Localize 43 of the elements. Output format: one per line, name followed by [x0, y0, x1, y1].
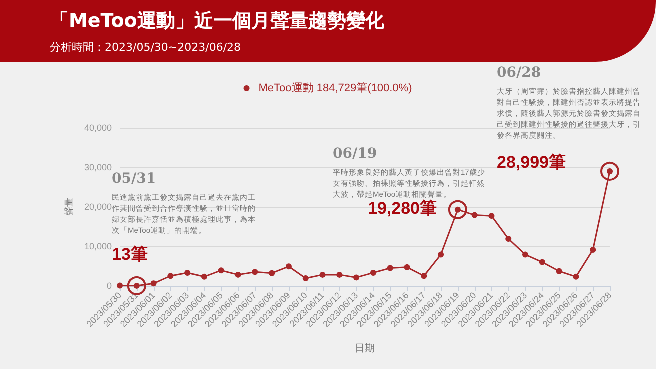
- point: [421, 273, 428, 280]
- point: [302, 275, 309, 282]
- point: [117, 282, 123, 289]
- text: 06/28: [497, 65, 542, 81]
- point: [184, 270, 191, 276]
- point: [320, 272, 326, 278]
- point: [150, 280, 157, 287]
- point: [168, 273, 174, 280]
- point: [387, 265, 394, 272]
- x-axis-title: 日期: [355, 342, 375, 354]
- point: [370, 270, 376, 276]
- chart-subtitle: 分析時間：2023/05/30~2023/06/28: [50, 40, 242, 55]
- y-tick-label: 30,000: [84, 162, 112, 172]
- point: [522, 252, 529, 258]
- point: [201, 274, 208, 280]
- annotation: 19,280筆: [368, 199, 437, 218]
- point: [404, 264, 410, 270]
- y-tick-label: 0: [106, 281, 112, 291]
- point: [573, 274, 580, 280]
- point: [354, 274, 360, 281]
- y-tick-label: 40,000: [84, 123, 112, 133]
- chart-title: 「MeToo運動」近一個月聲量趨勢變化: [50, 9, 384, 34]
- point: [218, 268, 224, 274]
- y-axis-title: 聲量: [64, 198, 74, 216]
- point: [590, 247, 596, 254]
- point: [252, 269, 258, 276]
- y-tick-label: 20,000: [84, 202, 112, 212]
- annotation: 28,999筆: [497, 153, 566, 172]
- point: [235, 272, 242, 278]
- point: [286, 264, 292, 270]
- point: [556, 268, 562, 274]
- point: [488, 213, 495, 220]
- point: [472, 212, 478, 218]
- annotation: 06/19: [333, 146, 378, 162]
- annotation: 13筆: [112, 245, 148, 264]
- annotation: 05/31: [112, 171, 156, 187]
- point: [269, 270, 276, 276]
- point: [336, 272, 343, 278]
- point: [539, 259, 546, 266]
- legend-label: MeToo運動 184,729筆(100.0%): [258, 82, 412, 94]
- point: [438, 252, 444, 258]
- y-tick-label: 10,000: [84, 242, 112, 252]
- point: [506, 236, 512, 242]
